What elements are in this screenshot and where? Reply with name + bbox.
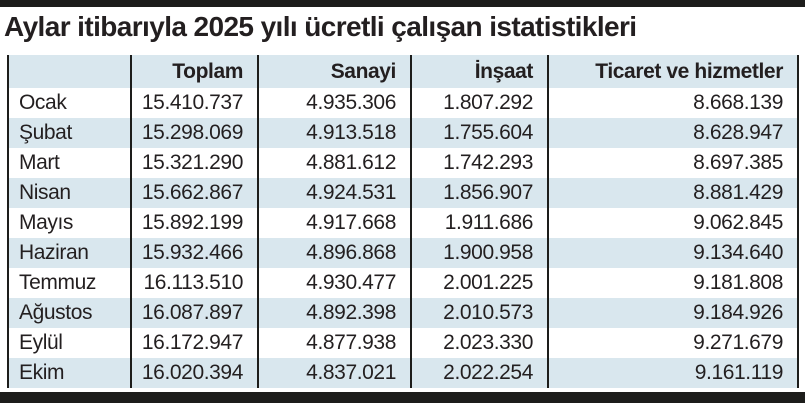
value-cell: 8.697.385 (547, 148, 798, 178)
column-header-month (8, 55, 131, 88)
value-cell: 9.184.926 (547, 298, 798, 328)
table-row: Mart 15.321.290 4.881.612 1.742.293 8.697.38… (8, 148, 798, 178)
value-cell: 8.668.139 (547, 88, 798, 118)
value-cell: 1.911.686 (410, 208, 548, 238)
value-cell: 9.161.119 (547, 358, 798, 388)
value-cell: 4.877.938 (257, 328, 411, 358)
value-cell: 15.892.199 (130, 208, 258, 238)
value-cell: 15.662.867 (130, 178, 258, 208)
table-row: Ocak 15.410.737 4.935.306 1.807.292 8.668.13… (8, 88, 798, 118)
value-cell: 15.321.290 (130, 148, 258, 178)
value-cell: 4.837.021 (257, 358, 411, 388)
table-row: Eylül 16.172.947 4.877.938 2.023.330 9.271.6… (8, 328, 798, 358)
table-row: Haziran 15.932.466 4.896.868 1.900.958 9.134… (8, 238, 798, 268)
value-cell: 16.113.510 (130, 268, 258, 298)
column-header-sanayi: Sanayi (257, 55, 411, 88)
column-header-insaat: İnşaat (410, 55, 548, 88)
statistics-table: Toplam Sanayi İnşaat Ticaret ve hizmetle… (7, 55, 799, 388)
month-cell: Mart (19, 151, 60, 174)
table-row: Ağustos 16.087.897 4.892.398 2.010.573 9.184… (8, 298, 798, 328)
value-cell: 15.410.737 (130, 88, 258, 118)
month-cell: Ağustos (19, 301, 93, 324)
value-cell: 4.924.531 (257, 178, 411, 208)
month-cell: Mayıs (19, 211, 74, 234)
table-row: Temmuz 16.113.510 4.930.477 2.001.225 9.181.… (8, 268, 798, 298)
value-cell: 2.022.254 (410, 358, 548, 388)
value-cell: 15.932.466 (130, 238, 258, 268)
top-rule (0, 0, 805, 7)
value-cell: 2.010.573 (410, 298, 548, 328)
value-cell: 9.271.679 (547, 328, 798, 358)
value-cell: 16.087.897 (130, 298, 258, 328)
value-cell: 9.134.640 (547, 238, 798, 268)
header-row: Toplam Sanayi İnşaat Ticaret ve hizmetle… (8, 55, 798, 88)
value-cell: 4.896.868 (257, 238, 411, 268)
table-body: Ocak 15.410.737 4.935.306 1.807.292 8.668.13… (8, 88, 798, 388)
month-cell: Nisan (19, 181, 71, 204)
month-cell: Haziran (19, 241, 89, 264)
column-header-ticaret: Ticaret ve hizmetler (547, 55, 798, 88)
value-cell: 1.856.907 (410, 178, 548, 208)
value-cell: 2.001.225 (410, 268, 548, 298)
value-cell: 2.023.330 (410, 328, 548, 358)
table-row: Mayıs 15.892.199 4.917.668 1.911.686 9.062.8… (8, 208, 798, 238)
page-title: Aylar itibarıyla 2025 yılı ücretli çalış… (4, 11, 637, 42)
value-cell: 9.181.808 (547, 268, 798, 298)
table-row: Nisan 15.662.867 4.924.531 1.856.907 8.881.4… (8, 178, 798, 208)
month-cell: Ocak (19, 91, 67, 114)
column-header-toplam: Toplam (130, 55, 258, 88)
value-cell: 1.807.292 (410, 88, 548, 118)
table-row: Ekim 16.020.394 4.837.021 2.022.254 9.161.11… (8, 358, 798, 388)
month-cell: Temmuz (19, 271, 96, 294)
value-cell: 15.298.069 (130, 118, 258, 148)
bottom-rule (0, 392, 805, 403)
value-cell: 4.917.668 (257, 208, 411, 238)
value-cell: 4.881.612 (257, 148, 411, 178)
month-cell: Şubat (19, 121, 72, 144)
value-cell: 16.172.947 (130, 328, 258, 358)
month-cell: Eylül (19, 331, 63, 354)
value-cell: 1.742.293 (410, 148, 548, 178)
value-cell: 4.913.518 (257, 118, 411, 148)
value-cell: 4.930.477 (257, 268, 411, 298)
value-cell: 1.755.604 (410, 118, 548, 148)
value-cell: 4.892.398 (257, 298, 411, 328)
value-cell: 8.628.947 (547, 118, 798, 148)
value-cell: 9.062.845 (547, 208, 798, 238)
value-cell: 4.935.306 (257, 88, 411, 118)
month-cell: Ekim (19, 361, 65, 384)
value-cell: 16.020.394 (130, 358, 258, 388)
value-cell: 8.881.429 (547, 178, 798, 208)
table-header: Toplam Sanayi İnşaat Ticaret ve hizmetle… (8, 55, 798, 88)
value-cell: 1.900.958 (410, 238, 548, 268)
table-row: Şubat 15.298.069 4.913.518 1.755.604 8.628.9… (8, 118, 798, 148)
